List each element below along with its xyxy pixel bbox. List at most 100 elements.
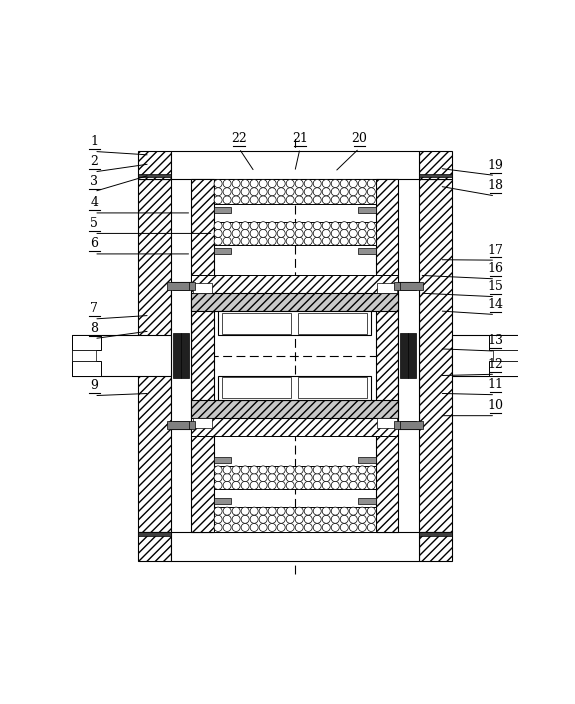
Circle shape bbox=[223, 237, 231, 245]
Bar bbox=[408, 333, 416, 378]
Text: 11: 11 bbox=[487, 378, 503, 391]
Circle shape bbox=[241, 466, 249, 474]
Bar bbox=[138, 151, 171, 180]
Circle shape bbox=[322, 188, 330, 196]
Text: 7: 7 bbox=[90, 303, 98, 315]
Bar bbox=[191, 275, 398, 293]
Bar bbox=[419, 532, 451, 536]
Circle shape bbox=[304, 507, 312, 515]
Bar bbox=[419, 151, 451, 180]
Circle shape bbox=[295, 230, 303, 237]
Circle shape bbox=[286, 515, 294, 523]
Circle shape bbox=[349, 188, 357, 196]
Bar bbox=[213, 207, 231, 213]
Circle shape bbox=[214, 474, 222, 482]
Circle shape bbox=[331, 196, 339, 204]
Circle shape bbox=[259, 230, 267, 237]
Bar bbox=[173, 282, 196, 290]
Circle shape bbox=[295, 482, 303, 489]
Circle shape bbox=[268, 222, 276, 230]
Circle shape bbox=[268, 474, 276, 482]
Bar bbox=[298, 313, 367, 334]
Circle shape bbox=[250, 466, 258, 474]
Circle shape bbox=[340, 188, 348, 196]
Circle shape bbox=[358, 237, 366, 245]
Circle shape bbox=[241, 524, 249, 532]
Circle shape bbox=[277, 524, 285, 532]
Circle shape bbox=[277, 507, 285, 515]
Circle shape bbox=[322, 524, 330, 532]
Bar bbox=[138, 174, 171, 177]
Circle shape bbox=[295, 196, 303, 204]
Circle shape bbox=[232, 515, 240, 523]
Circle shape bbox=[241, 180, 249, 187]
Circle shape bbox=[232, 188, 240, 196]
Circle shape bbox=[223, 180, 231, 187]
Circle shape bbox=[358, 196, 366, 204]
Circle shape bbox=[223, 188, 231, 196]
Circle shape bbox=[277, 196, 285, 204]
Circle shape bbox=[313, 515, 321, 523]
Bar bbox=[138, 180, 171, 532]
Circle shape bbox=[250, 196, 258, 204]
Circle shape bbox=[349, 474, 357, 482]
Circle shape bbox=[286, 474, 294, 482]
Circle shape bbox=[340, 222, 348, 230]
Circle shape bbox=[277, 515, 285, 523]
Circle shape bbox=[241, 482, 249, 489]
Circle shape bbox=[232, 237, 240, 245]
Circle shape bbox=[286, 466, 294, 474]
Circle shape bbox=[295, 180, 303, 187]
Circle shape bbox=[268, 180, 276, 187]
Circle shape bbox=[250, 524, 258, 532]
Text: 12: 12 bbox=[487, 358, 503, 371]
Circle shape bbox=[214, 466, 222, 474]
Circle shape bbox=[295, 466, 303, 474]
Circle shape bbox=[367, 524, 375, 532]
Circle shape bbox=[304, 180, 312, 187]
Circle shape bbox=[295, 474, 303, 482]
Circle shape bbox=[232, 230, 240, 237]
Circle shape bbox=[313, 196, 321, 204]
Circle shape bbox=[313, 524, 321, 532]
Circle shape bbox=[331, 466, 339, 474]
Circle shape bbox=[340, 515, 348, 523]
Circle shape bbox=[340, 237, 348, 245]
Circle shape bbox=[277, 222, 285, 230]
Circle shape bbox=[340, 466, 348, 474]
Text: 1: 1 bbox=[90, 135, 98, 148]
Bar bbox=[400, 333, 408, 378]
Circle shape bbox=[268, 466, 276, 474]
Circle shape bbox=[250, 180, 258, 187]
Circle shape bbox=[259, 196, 267, 204]
Circle shape bbox=[250, 474, 258, 482]
Circle shape bbox=[322, 482, 330, 489]
Circle shape bbox=[232, 474, 240, 482]
Circle shape bbox=[367, 482, 375, 489]
Circle shape bbox=[349, 196, 357, 204]
Bar bbox=[489, 361, 518, 375]
Bar bbox=[394, 282, 416, 290]
Circle shape bbox=[241, 230, 249, 237]
Bar bbox=[223, 313, 292, 334]
Circle shape bbox=[259, 524, 267, 532]
Bar bbox=[400, 282, 423, 290]
Text: 19: 19 bbox=[487, 159, 503, 172]
Text: 9: 9 bbox=[90, 379, 98, 392]
Circle shape bbox=[367, 474, 375, 482]
Circle shape bbox=[322, 222, 330, 230]
Circle shape bbox=[286, 230, 294, 237]
Bar bbox=[213, 222, 376, 245]
Circle shape bbox=[268, 188, 276, 196]
Bar bbox=[358, 498, 376, 504]
Circle shape bbox=[250, 507, 258, 515]
Circle shape bbox=[286, 524, 294, 532]
Circle shape bbox=[295, 515, 303, 523]
Circle shape bbox=[232, 524, 240, 532]
Circle shape bbox=[358, 507, 366, 515]
Circle shape bbox=[223, 524, 231, 532]
Circle shape bbox=[277, 230, 285, 237]
Bar bbox=[167, 282, 189, 290]
Circle shape bbox=[322, 466, 330, 474]
Circle shape bbox=[214, 524, 222, 532]
